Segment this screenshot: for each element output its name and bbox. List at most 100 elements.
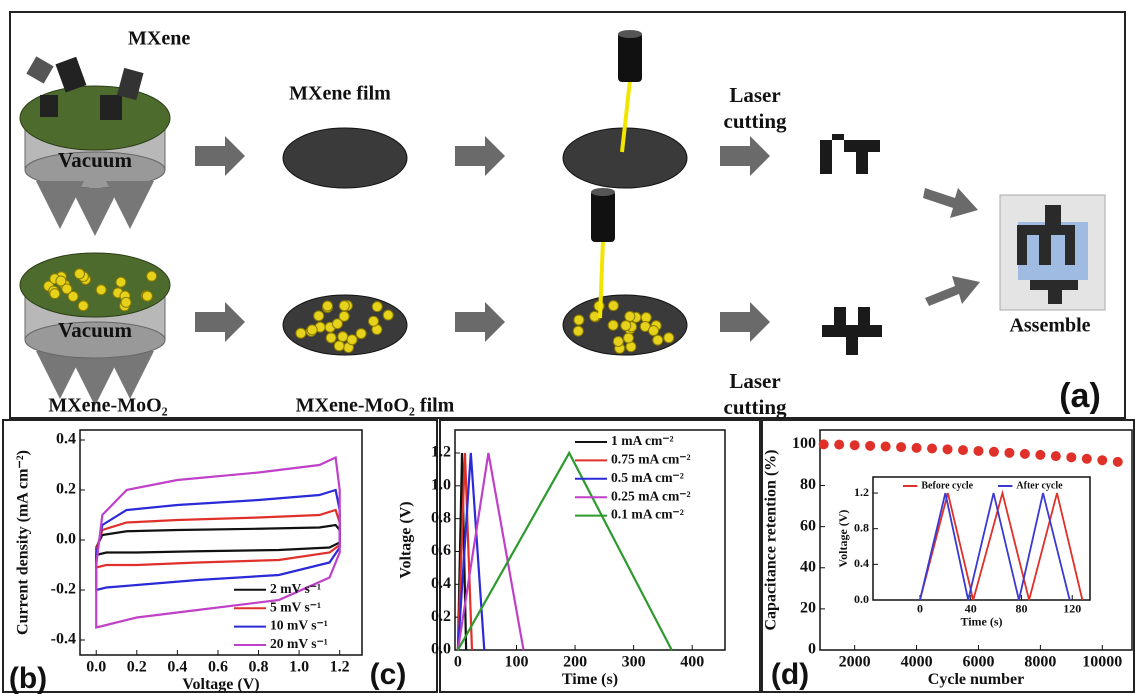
y-tick-label: 1.2 bbox=[431, 444, 451, 461]
point bbox=[973, 446, 983, 456]
x-tick-label: 300 bbox=[622, 653, 646, 670]
particle bbox=[78, 301, 88, 311]
label: Assemble bbox=[1009, 315, 1090, 337]
point bbox=[896, 442, 906, 452]
point bbox=[1035, 450, 1045, 460]
y-tick-label: 0.4 bbox=[56, 431, 76, 448]
point bbox=[989, 447, 999, 457]
point bbox=[881, 441, 891, 451]
point bbox=[958, 445, 968, 455]
y-tick-label: 80 bbox=[800, 476, 816, 493]
y-tick-label: 1.0 bbox=[431, 476, 451, 493]
y-tick-label: 0.2 bbox=[431, 608, 451, 625]
particle bbox=[75, 269, 85, 279]
point bbox=[943, 444, 953, 454]
x-tick-label: 6000 bbox=[962, 653, 994, 670]
y-tick-label: 20 bbox=[800, 600, 816, 617]
y-axis-label: Capacitance retention (%) bbox=[763, 450, 780, 631]
legend-label: 20 mV s⁻¹ bbox=[270, 636, 328, 651]
particle bbox=[372, 302, 382, 312]
series-line bbox=[96, 525, 339, 555]
particle bbox=[338, 332, 348, 342]
particle bbox=[608, 320, 618, 330]
x-axis-label: Voltage (V) bbox=[182, 676, 259, 693]
x-tick-label: 8000 bbox=[1024, 653, 1056, 670]
film-disc bbox=[283, 128, 407, 188]
x-tick-label: 0 bbox=[454, 653, 462, 670]
particle bbox=[608, 301, 618, 311]
x-tick-label: 200 bbox=[563, 653, 587, 670]
y-tick-label: 0.0 bbox=[431, 641, 451, 658]
legend-label: 0.25 mA cm⁻² bbox=[611, 488, 691, 503]
x-tick-label: 400 bbox=[680, 653, 704, 670]
point bbox=[865, 441, 875, 451]
y-tick-label: 0.0 bbox=[56, 531, 76, 548]
particle bbox=[307, 325, 317, 335]
figure-canvas: MXene Vacuum Vacuum MXene film Assemble … bbox=[0, 0, 1135, 694]
x-tick-label: 1.0 bbox=[289, 658, 309, 675]
particle bbox=[368, 316, 378, 326]
particle bbox=[334, 341, 344, 351]
x-axis-label: Time (s) bbox=[960, 615, 1002, 629]
series-line bbox=[96, 510, 339, 568]
y-tick-label: 0.4 bbox=[854, 556, 869, 570]
particle bbox=[121, 297, 131, 307]
particle bbox=[574, 315, 584, 325]
point bbox=[927, 444, 937, 454]
particle bbox=[68, 291, 78, 301]
legend-label: 2 mV s⁻¹ bbox=[270, 581, 321, 596]
y-tick-label: -0.4 bbox=[51, 631, 76, 648]
particle bbox=[332, 319, 342, 329]
x-tick-label: 120 bbox=[1063, 601, 1081, 615]
y-tick-label: 1.2 bbox=[854, 485, 869, 499]
panel-label: (c) bbox=[370, 658, 407, 691]
particle bbox=[339, 301, 349, 311]
point bbox=[1004, 448, 1014, 458]
y-tick-label: 0.8 bbox=[431, 509, 451, 526]
y-axis-label: Voltage (V) bbox=[398, 501, 415, 578]
y-tick-label: 0.8 bbox=[854, 520, 869, 534]
legend-label: Before cycle bbox=[921, 480, 973, 491]
x-axis-label: Time (s) bbox=[562, 671, 618, 688]
legend-label: After cycle bbox=[1016, 480, 1063, 491]
label: MXene bbox=[128, 28, 190, 50]
x-tick-label: 10000 bbox=[1082, 653, 1122, 670]
panel-label: (a) bbox=[1059, 377, 1101, 415]
x-tick-label: 0.0 bbox=[86, 658, 106, 675]
series-line bbox=[96, 490, 339, 590]
y-tick-label: 40 bbox=[800, 558, 816, 575]
x-tick-label: 0.2 bbox=[127, 658, 147, 675]
particle bbox=[296, 328, 306, 338]
point bbox=[1020, 449, 1030, 459]
y-tick-label: 0 bbox=[808, 641, 816, 658]
particle bbox=[147, 271, 157, 281]
particle bbox=[314, 311, 324, 321]
particle bbox=[356, 329, 366, 339]
y-tick-label: 0.6 bbox=[431, 542, 451, 559]
particle bbox=[50, 289, 60, 299]
particle bbox=[649, 326, 659, 336]
x-tick-label: 80 bbox=[1015, 601, 1027, 615]
legend-label: 0.1 mA cm⁻² bbox=[611, 507, 684, 522]
point bbox=[1066, 452, 1076, 462]
x-tick-label: 4000 bbox=[901, 653, 933, 670]
x-tick-label: 2000 bbox=[839, 653, 871, 670]
particle bbox=[56, 276, 66, 286]
x-tick-label: 0.8 bbox=[249, 658, 269, 675]
x-tick-label: 0.4 bbox=[167, 658, 187, 675]
y-tick-label: -0.2 bbox=[51, 581, 76, 598]
x-tick-label: 0 bbox=[917, 601, 923, 615]
label: Laser cutting bbox=[710, 368, 800, 420]
particle bbox=[625, 311, 635, 321]
label: Vacuum bbox=[58, 148, 132, 172]
x-tick-label: 1.2 bbox=[330, 658, 350, 675]
y-axis-label: Current density (mA cm⁻²) bbox=[15, 450, 32, 635]
point bbox=[850, 440, 860, 450]
y-tick-label: 0.0 bbox=[854, 592, 869, 606]
legend-label: 5 mV s⁻¹ bbox=[270, 599, 321, 614]
y-tick-label: 0.4 bbox=[431, 575, 451, 592]
particle bbox=[347, 335, 357, 345]
panel-frame bbox=[3, 420, 437, 692]
point bbox=[834, 440, 844, 450]
particle bbox=[322, 301, 332, 311]
